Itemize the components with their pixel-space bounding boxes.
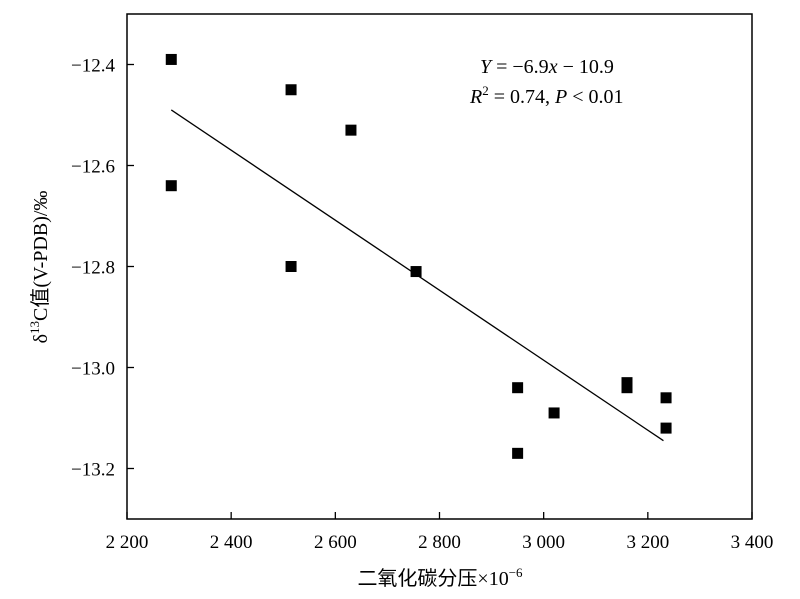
data-point: [165, 180, 177, 192]
y-tick-label: −13.2: [71, 460, 115, 481]
x-tick-label: 2 800: [418, 532, 461, 553]
data-point: [165, 53, 177, 65]
x-axis-title: 二氧化碳分压×10−6: [357, 565, 523, 590]
data-point: [548, 407, 560, 419]
y-axis-title: δ13C值(V-PDB)/‰: [27, 191, 52, 344]
y-axis-ticks: −12.4 −12.6 −12.8 −13.0 −13.2: [71, 56, 134, 481]
x-tick-label: 3 200: [626, 532, 669, 553]
data-point: [660, 392, 672, 404]
y-tick-label: −13.0: [71, 359, 115, 380]
regression-equation: Y = −6.9x − 10.9: [480, 56, 614, 78]
data-point: [512, 447, 524, 459]
x-tick-label: 3 000: [522, 532, 565, 553]
x-tick-label: 2 600: [314, 532, 357, 553]
data-point: [621, 382, 633, 394]
x-tick-label: 2 200: [106, 532, 149, 553]
x-tick-label: 3 400: [731, 532, 774, 553]
data-point: [345, 124, 357, 136]
data-points: [165, 53, 672, 459]
data-point: [285, 84, 297, 96]
y-tick-label: −12.4: [71, 56, 115, 77]
data-point: [410, 266, 422, 278]
x-tick-label: 2 400: [210, 532, 253, 553]
fit-statistics: R2 = 0.74, P < 0.01: [469, 83, 624, 108]
data-point: [660, 422, 672, 434]
x-axis-ticks: 2 200 2 400 2 600 2 800 3 000 3 200 3 400: [106, 512, 774, 553]
data-point: [512, 382, 524, 394]
plot-frame: [126, 13, 753, 520]
y-tick-label: −12.8: [71, 258, 115, 279]
data-point: [285, 261, 297, 272]
y-tick-label: −12.6: [71, 157, 115, 178]
